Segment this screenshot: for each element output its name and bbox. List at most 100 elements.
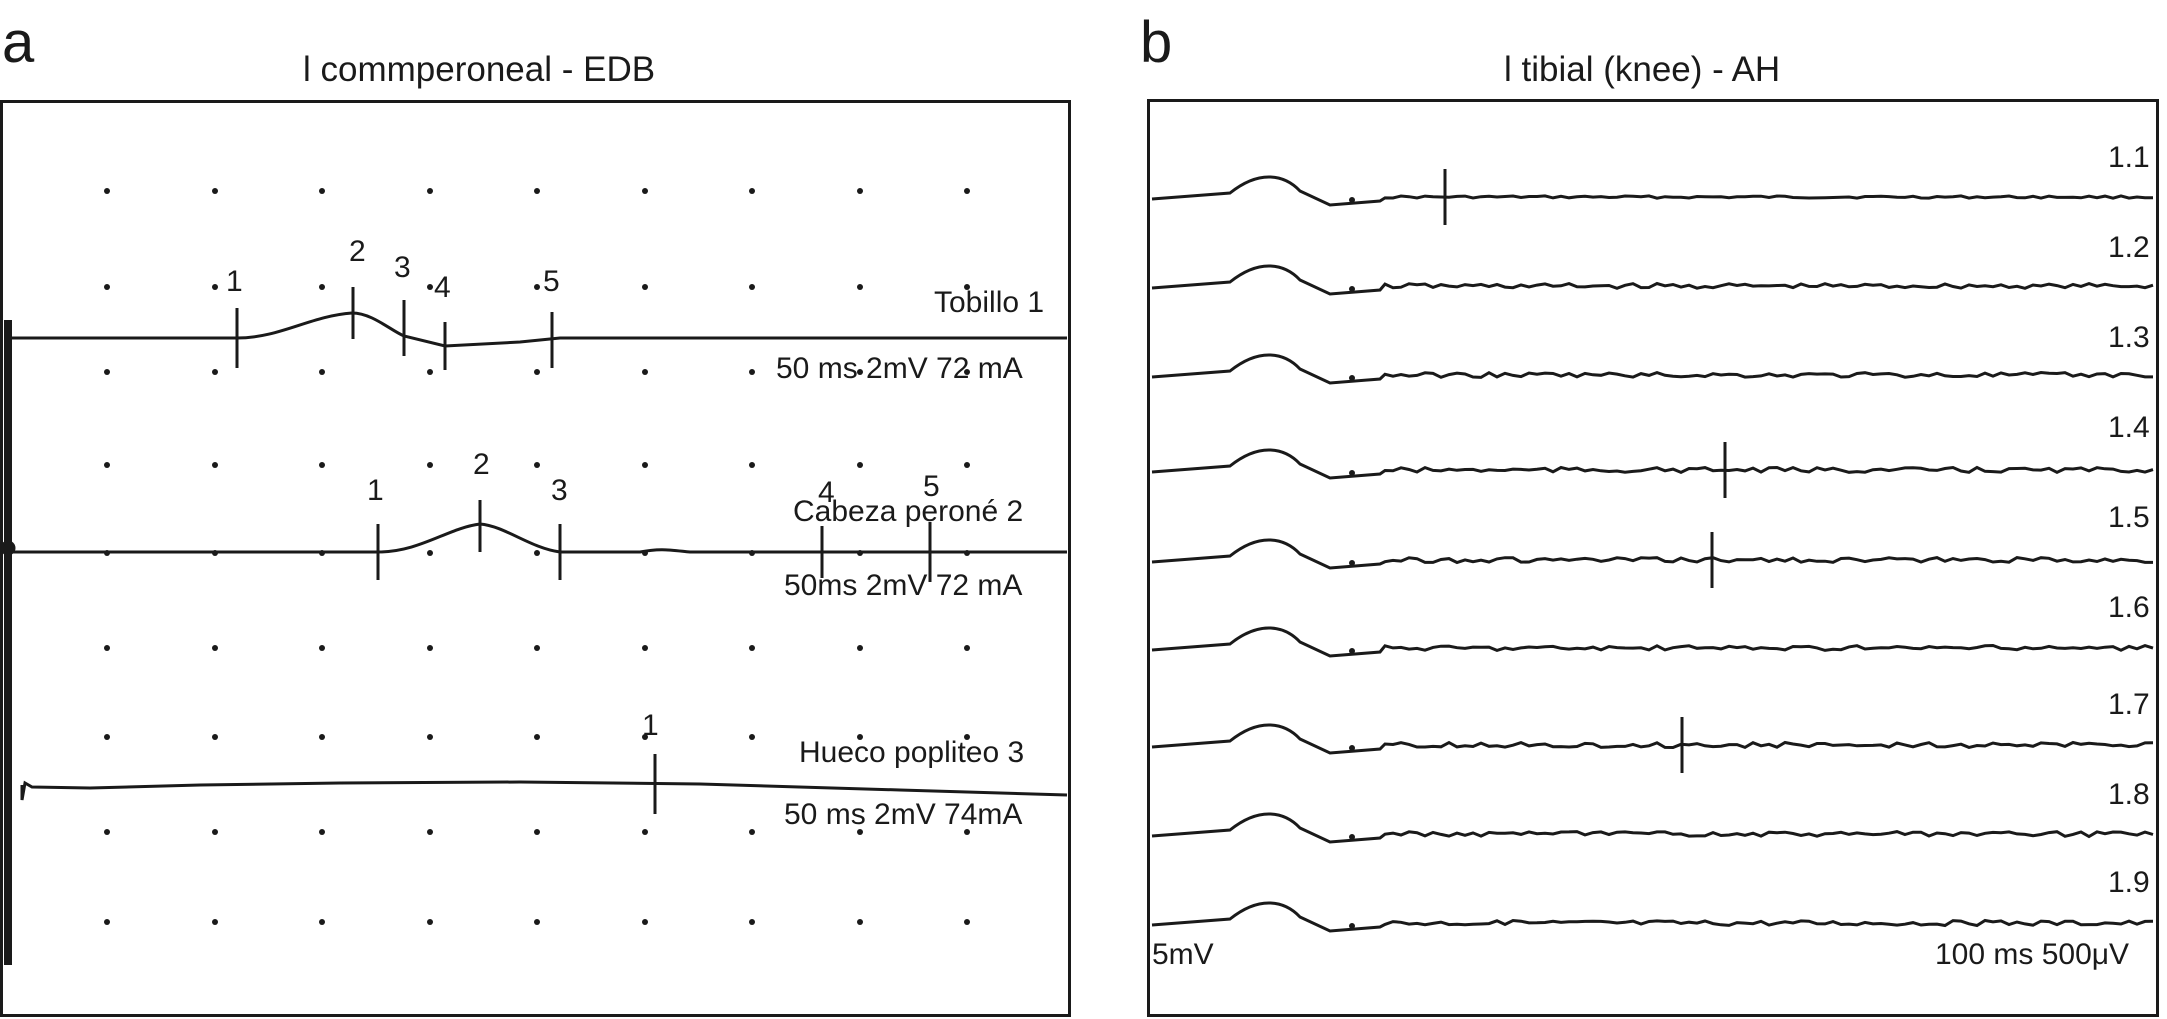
panel-b-letter: b [1140, 10, 1173, 75]
panel-b-title: l tibial (knee) - AH [1504, 50, 1781, 89]
panel-a-trace-2-marker-2: 2 [473, 448, 490, 481]
grid-dot-75 [427, 919, 433, 925]
grid-dot-57 [427, 734, 433, 740]
panel-b-trace-label-8: 1.8 [2108, 778, 2150, 811]
panel-a-trace-3-marker-1: 1 [642, 709, 659, 742]
grid-dot-49 [534, 645, 540, 651]
panel-a-trace-1-marker-2: 2 [349, 235, 366, 268]
grid-dot-58 [534, 734, 540, 740]
panel-b-trace-4 [1151, 448, 2154, 480]
grid-dot-52 [857, 645, 863, 651]
panel-b-trace-dot-2 [1349, 286, 1355, 292]
panel-b-scale-right: 100 ms 500μV [1935, 938, 2130, 971]
panel-a-trace-2-marker-4: 4 [818, 476, 835, 509]
grid-dot-25 [857, 369, 863, 375]
grid-dot-79 [857, 919, 863, 925]
grid-dot-10 [212, 284, 218, 290]
panel-a-trace-2-marker-3: 3 [551, 474, 568, 507]
grid-dot-13 [534, 284, 540, 290]
panel-a-trace-1 [4, 311, 1067, 348]
grid-dot-17 [964, 284, 970, 290]
grid-dot-31 [534, 462, 540, 468]
grid-dot-47 [319, 645, 325, 651]
grid-dot-51 [749, 645, 755, 651]
grid-dot-26 [964, 369, 970, 375]
panel-b-trace-label-5: 1.5 [2108, 501, 2150, 534]
grid-dot-76 [534, 919, 540, 925]
grid-dot-32 [642, 462, 648, 468]
panel-b-trace-3 [1151, 353, 2153, 385]
grid-dot-73 [212, 919, 218, 925]
grid-dot-6 [749, 188, 755, 194]
panel-a-trace-2-label: Cabeza peroné 2 [793, 495, 1024, 528]
grid-dot-50 [642, 645, 648, 651]
grid-dot-45 [104, 645, 110, 651]
grid-dot-34 [857, 462, 863, 468]
grid-dot-68 [642, 829, 648, 835]
grid-dot-28 [212, 462, 218, 468]
grid-dot-2 [319, 188, 325, 194]
grid-dot-7 [857, 188, 863, 194]
panel-b-trace-2 [1151, 264, 2154, 296]
grid-dot-0 [104, 188, 110, 194]
panel-a-trace-3-label: Hueco popliteo 3 [799, 736, 1025, 769]
panel-b-trace-dot-5 [1349, 560, 1355, 566]
grid-dot-29 [319, 462, 325, 468]
panel-b-trace-6 [1151, 626, 2154, 658]
panel-b-trace-label-9: 1.9 [2108, 866, 2150, 899]
grid-dot-8 [964, 188, 970, 194]
grid-dot-56 [319, 734, 325, 740]
grid-dot-39 [427, 550, 433, 556]
panel-b-trace-9 [1151, 901, 2154, 933]
panel-b-trace-7 [1151, 723, 2154, 755]
panel-b-trace-dot-1 [1349, 197, 1355, 203]
panel-a-trace-2-settings: 50ms 2mV 72 mA [784, 569, 1023, 602]
panel-b-trace-label-1: 1.1 [2108, 141, 2150, 174]
grid-dot-9 [104, 284, 110, 290]
grid-dot-64 [212, 829, 218, 835]
panel-b-trace-dot-7 [1349, 745, 1355, 751]
grid-dot-33 [749, 462, 755, 468]
grid-dot-23 [642, 369, 648, 375]
grid-dot-70 [857, 829, 863, 835]
panel-b-trace-label-4: 1.4 [2108, 411, 2150, 444]
grid-dot-15 [749, 284, 755, 290]
grid-dot-72 [104, 919, 110, 925]
grid-dot-24 [749, 369, 755, 375]
grid-dot-55 [212, 734, 218, 740]
panel-a-trace-3-settings: 50 ms 2mV 74mA [784, 798, 1023, 831]
grid-dot-71 [964, 829, 970, 835]
grid-dot-48 [427, 645, 433, 651]
grid-dot-59 [642, 734, 648, 740]
grid-dot-16 [857, 284, 863, 290]
grid-dot-77 [642, 919, 648, 925]
grid-dot-65 [319, 829, 325, 835]
grid-dot-67 [534, 829, 540, 835]
grid-dot-53 [964, 645, 970, 651]
panel-a-title: l commperoneal - EDB [303, 50, 656, 89]
panel-b-trace-label-3: 1.3 [2108, 321, 2150, 354]
panel-a-frame [0, 100, 1071, 1017]
grid-dot-12 [427, 284, 433, 290]
panel-a-grid-dots [104, 188, 970, 925]
panel-b-trace-1 [1151, 175, 2153, 207]
grid-dot-35 [964, 462, 970, 468]
panel-a-trace-1-marker-3: 3 [394, 251, 411, 284]
panel-b-trace-dot-8 [1349, 834, 1355, 840]
grid-dot-54 [104, 734, 110, 740]
panel-a-trace-2-marker-5: 5 [923, 470, 940, 503]
panel-a-trace-1-marker-4: 4 [434, 271, 451, 304]
panel-a-trace-1-settings: 50 ms 2mV 72 mA [776, 352, 1023, 385]
grid-dot-61 [857, 734, 863, 740]
grid-dot-20 [319, 369, 325, 375]
grid-dot-60 [749, 734, 755, 740]
grid-dot-21 [427, 369, 433, 375]
panel-b-trace-5 [1151, 538, 2153, 570]
grid-dot-22 [534, 369, 540, 375]
grid-dot-27 [104, 462, 110, 468]
panel-a-trace-2 [4, 522, 1067, 554]
grid-dot-40 [534, 550, 540, 556]
panel-a-trace-1-marker-1: 1 [226, 265, 243, 298]
grid-dot-74 [319, 919, 325, 925]
panel-a-traces [0, 287, 1068, 965]
